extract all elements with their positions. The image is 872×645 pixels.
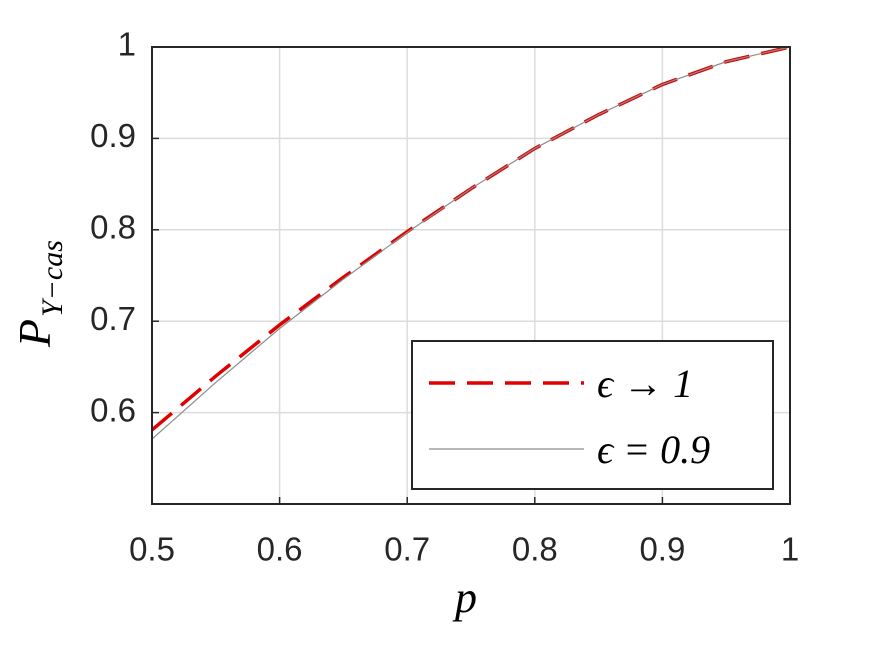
y-label-main: P: [9, 319, 60, 348]
y-tick-label: 0.9: [90, 117, 136, 154]
legend-box: [411, 340, 774, 490]
plot-frame: [151, 46, 791, 505]
x-tick-label: 0.5: [129, 531, 175, 568]
y-label: P Y−cas: [9, 240, 69, 348]
x-tick-label: 0.8: [512, 531, 558, 568]
y-label-sub: Y−cas: [36, 240, 69, 317]
legend-label: ϵ → 1: [597, 361, 693, 406]
y-tick-label: 0.7: [90, 300, 136, 337]
x-tick-label: 1: [781, 531, 799, 568]
y-tick-label: 0.8: [90, 209, 136, 246]
legend-label: ϵ = 0.9: [597, 427, 710, 472]
data-line: [151, 46, 791, 440]
x-tick-label: 0.9: [639, 531, 685, 568]
x-label: p: [452, 573, 477, 622]
y-tick-label: 0.6: [90, 391, 136, 428]
x-tick-label: 0.6: [257, 531, 303, 568]
legend: ϵ → 1 ϵ = 0.9: [411, 340, 774, 490]
y-tick-label: 1: [118, 26, 136, 63]
x-tick-label: 0.7: [384, 531, 430, 568]
